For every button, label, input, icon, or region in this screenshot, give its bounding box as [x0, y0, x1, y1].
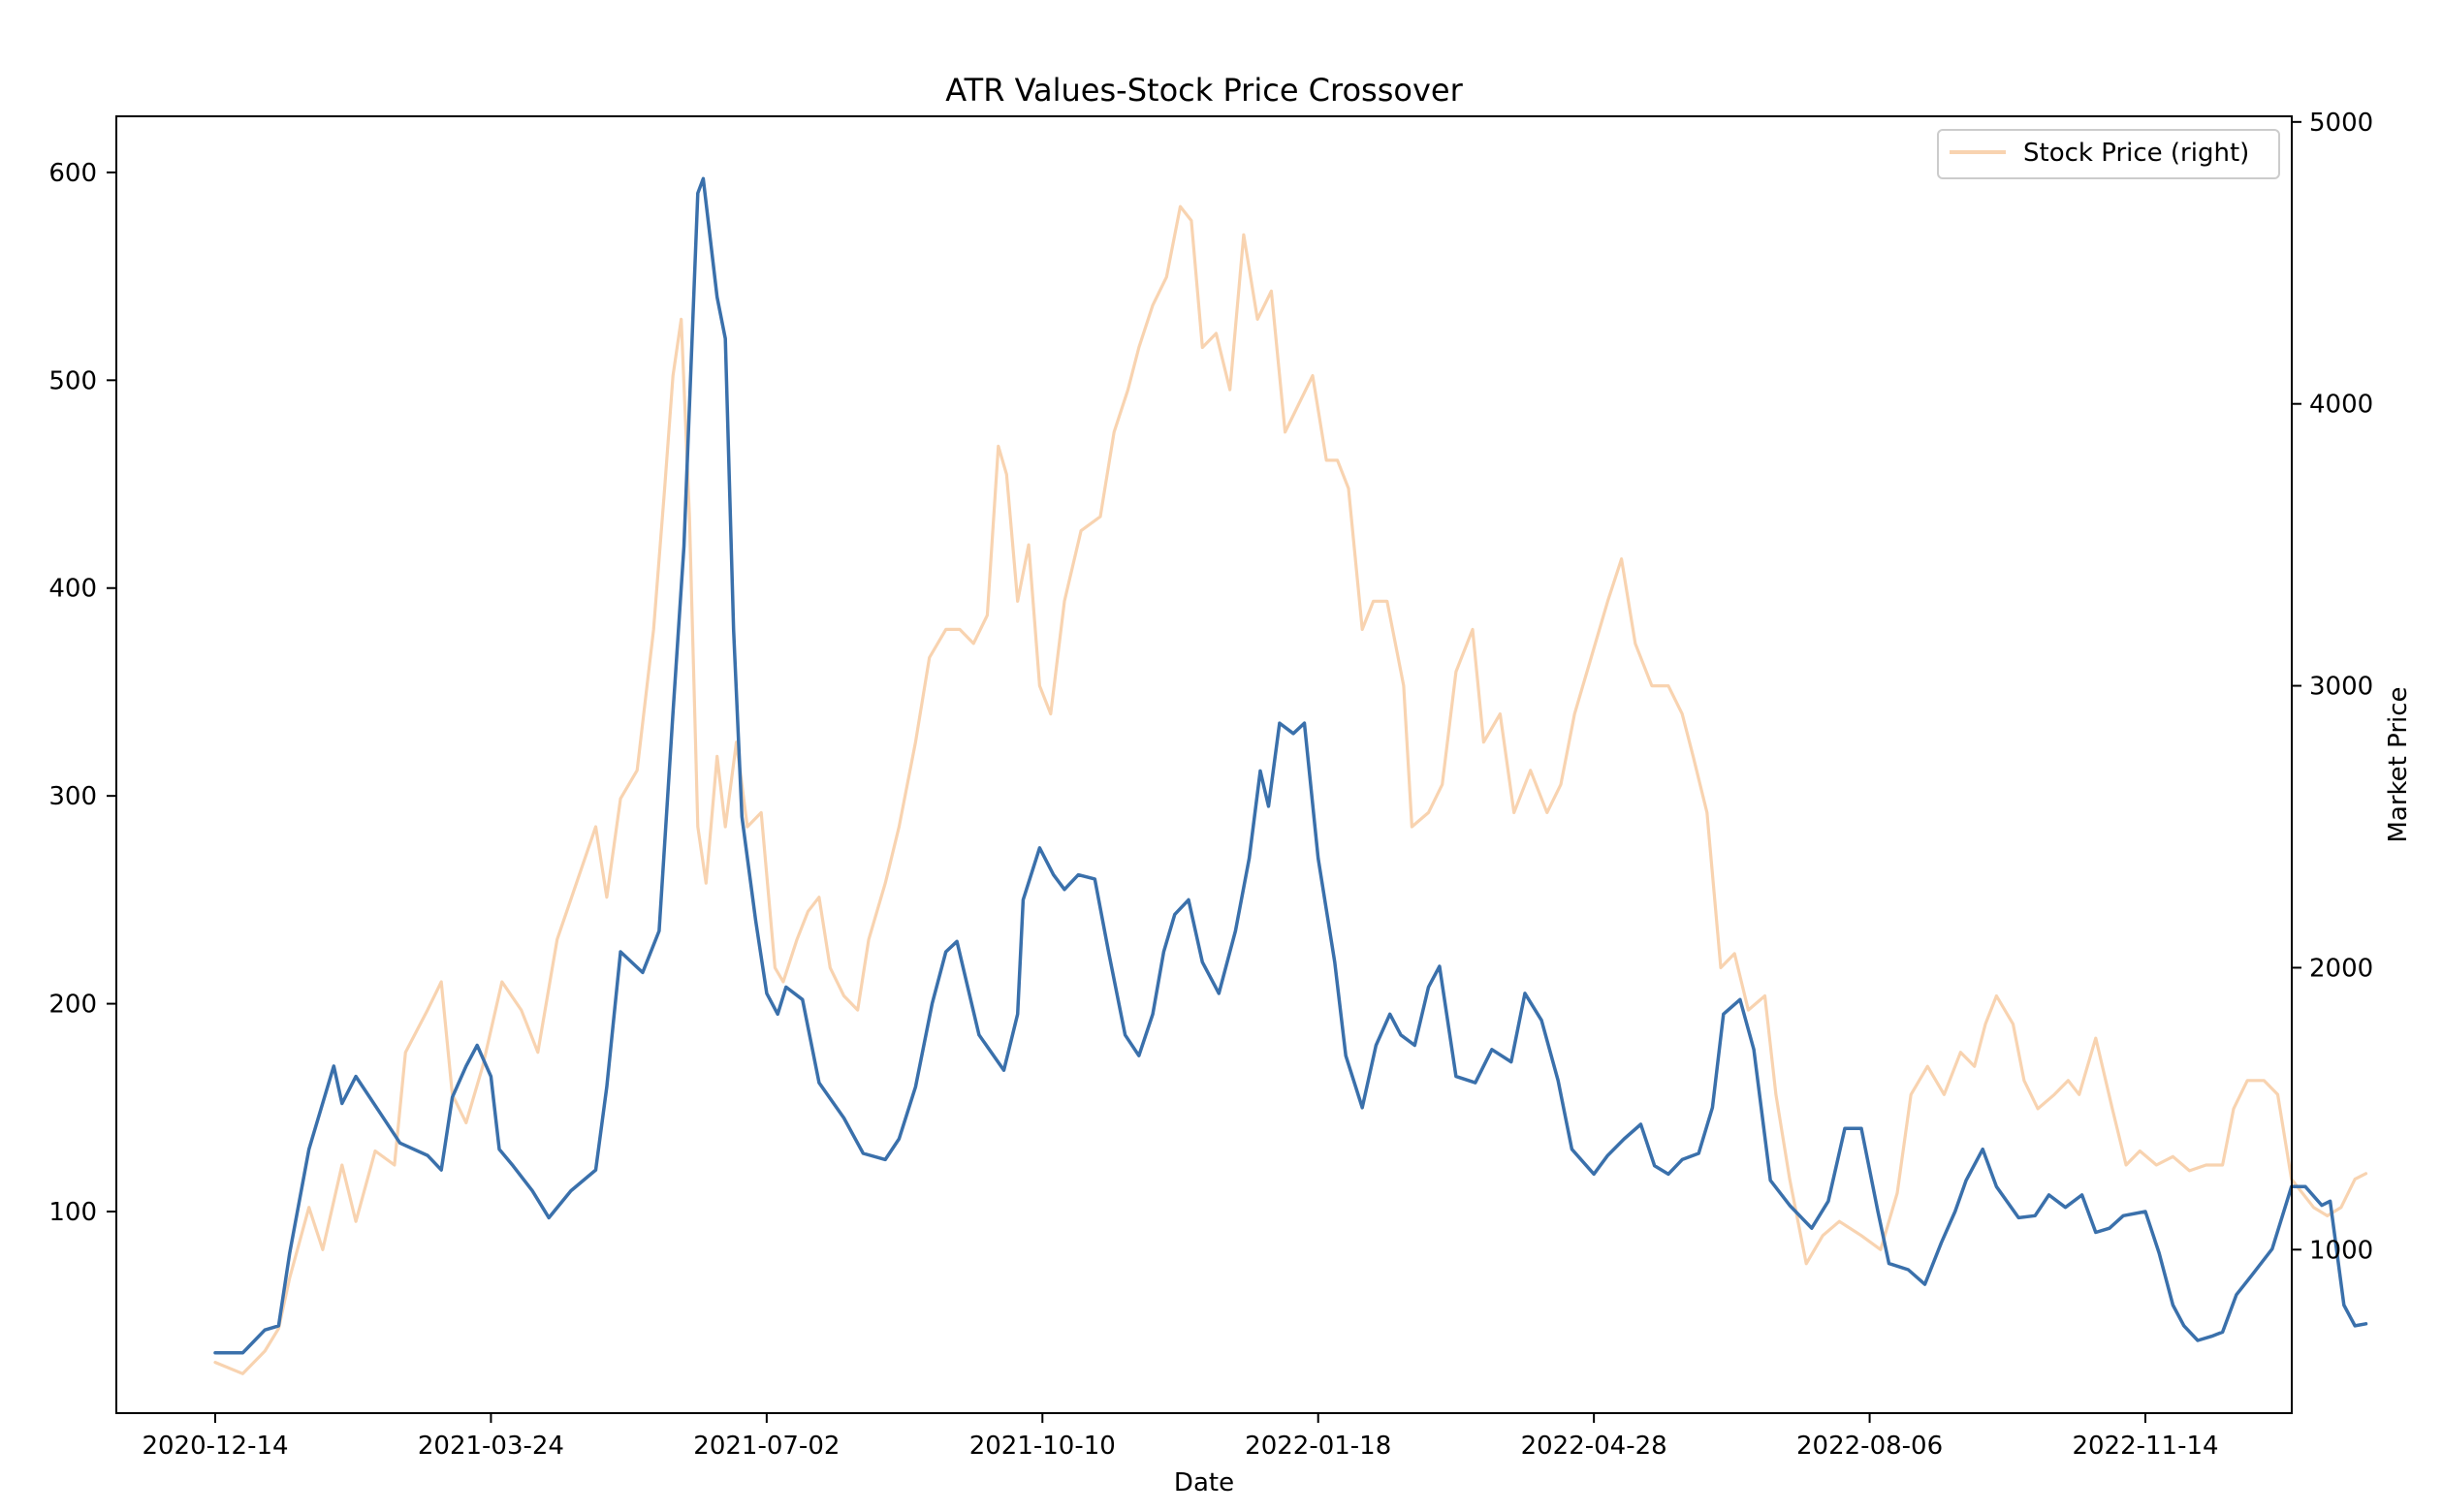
y2-tick-label: 2000 [2309, 954, 2373, 983]
y-tick-label: 100 [48, 1198, 97, 1227]
legend-box [1937, 129, 2280, 179]
stock-price-line [213, 205, 2368, 1375]
price-series-layer [213, 205, 2368, 1375]
y2-tick-label: 4000 [2309, 391, 2373, 420]
x-tick-label: 2021-10-10 [969, 1432, 1116, 1461]
atr-series-layer [213, 176, 2368, 1355]
y-tick-label: 200 [48, 991, 97, 1020]
y-tick-label: 300 [48, 782, 97, 811]
y-axis-left: 100 200 300 400 500 600 [48, 159, 116, 1227]
y-tick-label: 500 [48, 366, 97, 395]
y-axis-right-title: Market Price [2384, 686, 2413, 842]
x-tick-label: 2022-08-06 [1796, 1432, 1943, 1461]
y2-tick-label: 3000 [2309, 673, 2373, 702]
y-tick-label: 400 [48, 575, 97, 604]
x-tick-label: 2020-12-14 [142, 1432, 288, 1461]
x-tick-label: 2022-11-14 [2072, 1432, 2218, 1461]
chart-title: ATR Values-Stock Price Crossover [945, 72, 1463, 109]
x-axis: 2020-12-14 2021-03-24 2021-07-02 2021-10-10… [142, 1413, 2219, 1461]
x-tick-label: 2021-07-02 [693, 1432, 840, 1461]
y2-tick-label: 1000 [2309, 1236, 2373, 1265]
y-axis-right: 1000 2000 3000 4000 5000 [2292, 109, 2373, 1265]
x-axis-title: Date [1174, 1468, 1234, 1497]
y2-tick-label: 5000 [2309, 109, 2373, 138]
x-tick-label: 2021-03-24 [418, 1432, 564, 1461]
legend-label-stock-price: Stock Price (right) [2023, 139, 2249, 168]
legend: Stock Price (right) [1937, 129, 2280, 179]
x-tick-label: 2022-01-18 [1245, 1432, 1391, 1461]
atr-line [213, 176, 2368, 1355]
plot-frame [115, 115, 2293, 1414]
y-tick-label: 600 [48, 159, 97, 188]
x-tick-label: 2022-04-28 [1521, 1432, 1667, 1461]
